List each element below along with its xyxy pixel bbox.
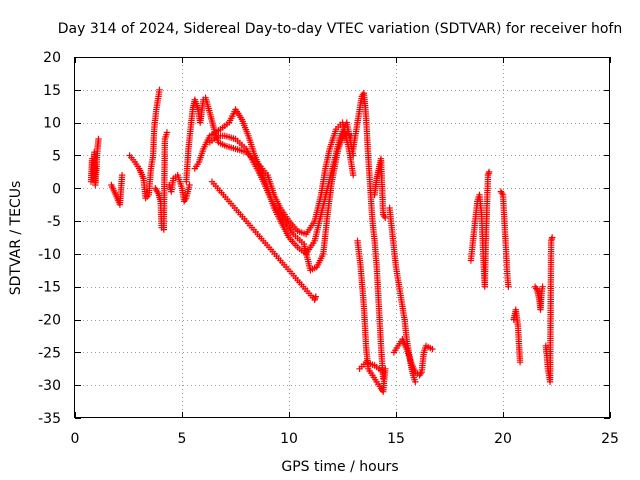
chart-title: Day 314 of 2024, Sidereal Day-to-day VTE…	[58, 21, 622, 37]
data-point	[429, 345, 436, 353]
y-tick-label: -15	[38, 280, 61, 296]
data-point	[312, 293, 319, 300]
data-point	[382, 365, 389, 372]
data-point	[505, 283, 512, 290]
x-axis-ticks: 0 5 10 15 20 25	[71, 57, 619, 447]
x-tick-label: 5	[178, 431, 187, 447]
y-tick-label: 10	[43, 116, 61, 132]
data-point	[412, 378, 419, 386]
y-tick-label: -10	[38, 247, 61, 263]
data-point	[539, 283, 546, 290]
y-tick-label: -25	[38, 345, 61, 361]
grid-lines	[75, 57, 610, 418]
y-tick-label: 5	[52, 148, 61, 164]
y-tick-label: -35	[38, 411, 61, 427]
y-tick-label: 20	[43, 50, 61, 66]
data-point	[549, 234, 556, 241]
data-point	[163, 129, 171, 136]
data-points	[87, 86, 556, 395]
x-tick-label: 15	[387, 431, 405, 447]
data-point	[516, 359, 524, 366]
x-tick-label: 25	[601, 431, 619, 447]
y-axis-ticks: -35 -30 -25 -20 -15 -10 -5 0 5 10 15 20	[38, 50, 610, 427]
x-tick-label: 20	[494, 431, 512, 447]
data-point	[382, 214, 389, 221]
data-point	[350, 171, 357, 179]
data-point	[95, 135, 102, 143]
y-tick-label: -20	[38, 313, 61, 329]
data-point	[186, 181, 193, 189]
y-tick-label: -30	[38, 378, 61, 394]
data-point	[156, 86, 163, 93]
y-tick-label: -5	[47, 214, 61, 230]
y-tick-label: 0	[52, 181, 61, 197]
data-point	[118, 171, 126, 179]
x-tick-label: 0	[71, 431, 80, 447]
data-point	[380, 368, 387, 376]
x-axis-title: GPS time / hours	[281, 459, 398, 475]
data-point	[417, 370, 424, 377]
y-tick-label: 15	[43, 83, 61, 99]
x-tick-label: 10	[280, 431, 298, 447]
plot-frame	[74, 57, 610, 418]
y-axis-title: SDTVAR / TECUs	[8, 181, 24, 296]
data-point	[485, 168, 493, 176]
data-point	[350, 152, 357, 159]
data-point	[498, 190, 506, 197]
